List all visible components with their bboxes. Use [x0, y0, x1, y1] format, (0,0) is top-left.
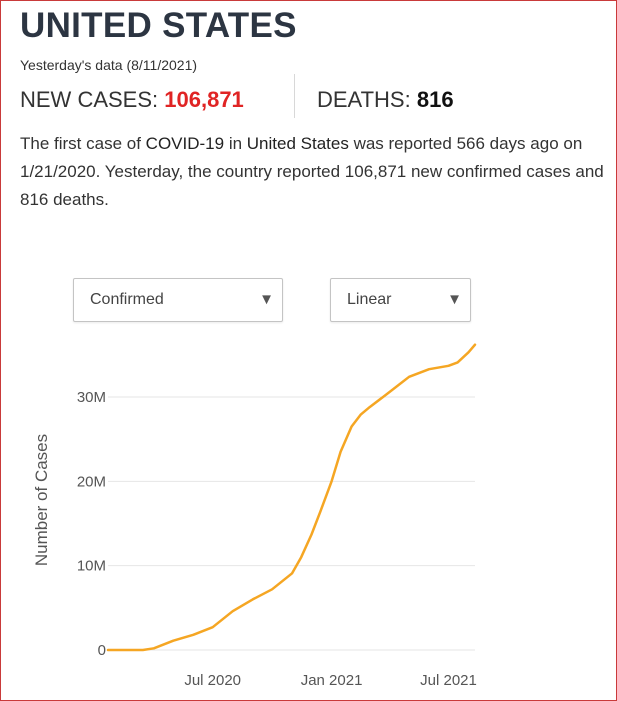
scale-select[interactable]: Linear ▼: [330, 278, 471, 322]
summary-text-1: The first case of: [20, 134, 146, 153]
y-tick-label: 30M: [77, 389, 106, 406]
y-tick-label: 10M: [77, 558, 106, 575]
x-tick-label: Jul 2021: [420, 672, 477, 689]
summary-bold-disease: COVID-19: [145, 134, 225, 153]
x-tick-label: Jan 2021: [301, 672, 363, 689]
y-axis-label: Number of Cases: [32, 434, 51, 566]
caret-down-icon: ▼: [259, 291, 274, 308]
data-date-subtitle: Yesterday's data (8/11/2021): [20, 57, 198, 73]
metric-select-value: Confirmed: [90, 291, 164, 308]
new-cases-value: 106,871: [164, 87, 244, 112]
page-title: UNITED STATES: [20, 6, 297, 45]
summary-text-3: was reported 566 days ago on 1/21/2020. …: [20, 134, 604, 209]
metric-select[interactable]: Confirmed ▼: [73, 278, 283, 322]
cases-line-chart: 0 10M 20M 30M Jul 2020 Jan 2021 Jul 2021 Number…: [32, 343, 477, 689]
deaths-value: 816: [416, 87, 454, 112]
caret-down-icon: ▼: [447, 291, 462, 308]
summary-text-2: in: [224, 134, 247, 153]
cases-series-line: [106, 343, 477, 652]
deaths-label: DEATHS:: [317, 87, 411, 112]
summary-paragraph: The first case of COVID-19 in United Sta…: [20, 130, 605, 214]
summary-bold-country: United States: [246, 134, 349, 153]
deaths-stat: DEATHS: 816: [317, 86, 454, 114]
y-tick-label: 20M: [77, 473, 106, 490]
y-tick-label: 0: [98, 642, 106, 659]
stats-divider: [294, 74, 295, 118]
new-cases-stat: NEW CASES: 106,871: [20, 86, 244, 114]
new-cases-label: NEW CASES:: [20, 87, 159, 112]
scale-select-value: Linear: [347, 291, 392, 308]
x-tick-label: Jul 2020: [184, 672, 241, 689]
